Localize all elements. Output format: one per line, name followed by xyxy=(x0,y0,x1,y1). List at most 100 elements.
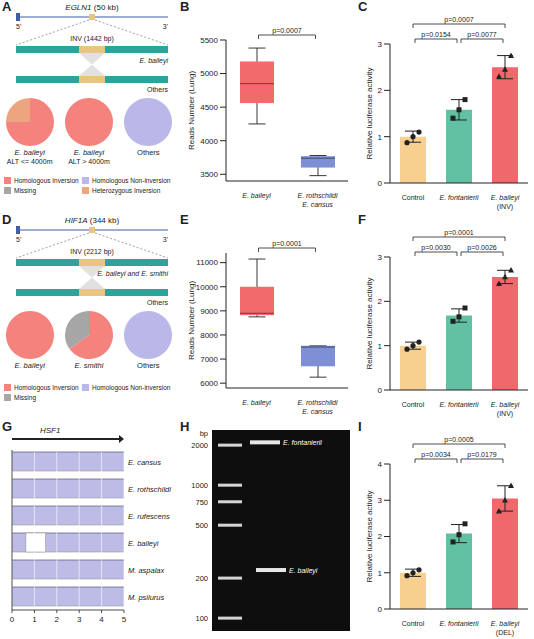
svg-text:Relative luciferase activity: Relative luciferase activity xyxy=(365,277,374,369)
svg-text:3: 3 xyxy=(378,40,383,49)
svg-text:HIF1A (344 kb): HIF1A (344 kb) xyxy=(65,216,120,225)
svg-text:E. cansus: E. cansus xyxy=(302,201,333,208)
svg-text:E. fontanierii: E. fontanierii xyxy=(440,401,479,408)
svg-text:E. rufescens: E. rufescens xyxy=(128,512,170,521)
svg-text:(DEL): (DEL) xyxy=(496,629,514,637)
svg-text:E. fontanierii: E. fontanierii xyxy=(283,439,322,446)
svg-text:0: 0 xyxy=(378,179,383,188)
svg-text:2: 2 xyxy=(55,615,60,624)
svg-text:2000: 2000 xyxy=(191,441,208,450)
svg-text:11000: 11000 xyxy=(196,258,218,267)
svg-text:p=0.0154: p=0.0154 xyxy=(421,31,450,39)
svg-text:E. baileyi: E. baileyi xyxy=(491,401,520,409)
svg-text:1: 1 xyxy=(378,342,383,351)
svg-text:Control: Control xyxy=(402,194,425,201)
html-text:C: C xyxy=(358,0,368,14)
svg-text:3': 3' xyxy=(163,236,168,243)
svg-text:E. baileyi: E. baileyi xyxy=(491,620,520,628)
html-text:E. baileyi: E. baileyi xyxy=(73,148,105,157)
svg-text:INV (2212 bp): INV (2212 bp) xyxy=(70,248,114,256)
svg-text:5000: 5000 xyxy=(200,69,218,78)
svg-text:E. baileyi: E. baileyi xyxy=(242,399,271,407)
svg-text:8000: 8000 xyxy=(200,331,218,340)
svg-text:4500: 4500 xyxy=(200,103,218,112)
svg-text:0: 0 xyxy=(378,386,383,395)
svg-text:INV (1442 bp): INV (1442 bp) xyxy=(70,35,114,43)
svg-text:Control: Control xyxy=(402,620,425,627)
html-text:B: B xyxy=(180,0,190,14)
svg-text:4000: 4000 xyxy=(200,137,218,146)
svg-text:6000: 6000 xyxy=(200,379,218,388)
html-text:D: D xyxy=(2,212,12,227)
svg-text:3: 3 xyxy=(378,253,383,262)
svg-text:p=0.0026: p=0.0026 xyxy=(467,244,496,252)
svg-text:M. psilurus: M. psilurus xyxy=(128,593,165,602)
svg-text:2: 2 xyxy=(378,86,383,95)
svg-text:(INV): (INV) xyxy=(497,203,513,211)
svg-text:p=0.0034: p=0.0034 xyxy=(421,451,450,459)
svg-text:2: 2 xyxy=(378,297,383,306)
svg-text:EGLN1 (50 kb): EGLN1 (50 kb) xyxy=(65,3,119,12)
svg-text:E. rothschildi: E. rothschildi xyxy=(297,192,338,199)
svg-text:p=0.0030: p=0.0030 xyxy=(421,244,450,252)
svg-text:3: 3 xyxy=(378,496,383,505)
svg-text:E. cansus: E. cansus xyxy=(302,408,333,415)
svg-text:E. baileyi and E. smithi: E. baileyi and E. smithi xyxy=(97,270,168,278)
svg-text:E. baileyi: E. baileyi xyxy=(491,194,520,202)
svg-text:9000: 9000 xyxy=(200,307,218,316)
svg-text:(INV): (INV) xyxy=(497,410,513,418)
svg-text:5: 5 xyxy=(122,615,127,624)
svg-text:p=0.0001: p=0.0001 xyxy=(272,240,301,248)
svg-text:E. cansus: E. cansus xyxy=(128,458,161,467)
svg-text:1: 1 xyxy=(378,133,383,142)
svg-text:100: 100 xyxy=(195,614,208,623)
svg-text:Control: Control xyxy=(402,401,425,408)
svg-text:Reads Number (Lung): Reads Number (Lung) xyxy=(187,71,196,150)
svg-text:3': 3' xyxy=(163,23,168,30)
svg-text:Reads Number (Lung): Reads Number (Lung) xyxy=(187,281,196,360)
svg-text:4: 4 xyxy=(99,615,104,624)
svg-text:M. aspalax: M. aspalax xyxy=(128,566,165,575)
svg-text:E. rothschildi: E. rothschildi xyxy=(128,485,171,494)
html-text:H: H xyxy=(180,419,190,434)
html-text:A: A xyxy=(2,0,12,14)
svg-text:4: 4 xyxy=(378,460,383,469)
svg-text:Others: Others xyxy=(147,86,169,93)
svg-text:p=0.0007: p=0.0007 xyxy=(444,16,473,24)
svg-text:10000: 10000 xyxy=(196,283,219,292)
svg-text:p=0.0005: p=0.0005 xyxy=(444,436,473,444)
svg-text:5': 5' xyxy=(16,236,21,243)
svg-text:0: 0 xyxy=(10,615,15,624)
svg-text:1: 1 xyxy=(378,569,383,578)
svg-text:1: 1 xyxy=(32,615,37,624)
svg-text:E. fontanierii: E. fontanierii xyxy=(440,620,479,627)
svg-text:3500: 3500 xyxy=(200,170,218,179)
svg-text:p=0.0077: p=0.0077 xyxy=(467,31,496,39)
svg-text:Relative luciferase activity: Relative luciferase activity xyxy=(365,490,374,582)
svg-text:HSF1: HSF1 xyxy=(40,426,60,435)
svg-text:Relative luciferase activity: Relative luciferase activity xyxy=(365,67,374,159)
svg-text:7000: 7000 xyxy=(200,355,218,364)
svg-text:750: 750 xyxy=(195,498,208,507)
svg-text:p=0.0001: p=0.0001 xyxy=(444,229,473,237)
svg-text:p=0.0179: p=0.0179 xyxy=(467,451,496,459)
svg-text:5500: 5500 xyxy=(200,36,218,45)
svg-text:Others: Others xyxy=(147,299,169,306)
svg-text:E. fontanierii: E. fontanierii xyxy=(440,194,479,201)
svg-text:p=0.0007: p=0.0007 xyxy=(272,27,301,35)
svg-text:E. baileyi: E. baileyi xyxy=(289,567,318,575)
svg-text:200: 200 xyxy=(195,574,208,583)
svg-text:2: 2 xyxy=(378,532,383,541)
svg-text:E. baileyi: E. baileyi xyxy=(128,539,159,548)
html-text:E. baileyi: E. baileyi xyxy=(14,148,45,157)
svg-text:1000: 1000 xyxy=(191,481,208,490)
svg-text:E. baileyi: E. baileyi xyxy=(242,192,271,200)
svg-text:500: 500 xyxy=(195,521,208,530)
svg-text:bp: bp xyxy=(200,429,208,438)
svg-text:0: 0 xyxy=(378,605,383,614)
html-text:G: G xyxy=(2,419,13,434)
svg-text:E. rothschildi: E. rothschildi xyxy=(297,399,338,406)
svg-text:3: 3 xyxy=(77,615,82,624)
svg-text:5': 5' xyxy=(16,23,21,30)
svg-text:E. baileyi: E. baileyi xyxy=(140,57,169,65)
